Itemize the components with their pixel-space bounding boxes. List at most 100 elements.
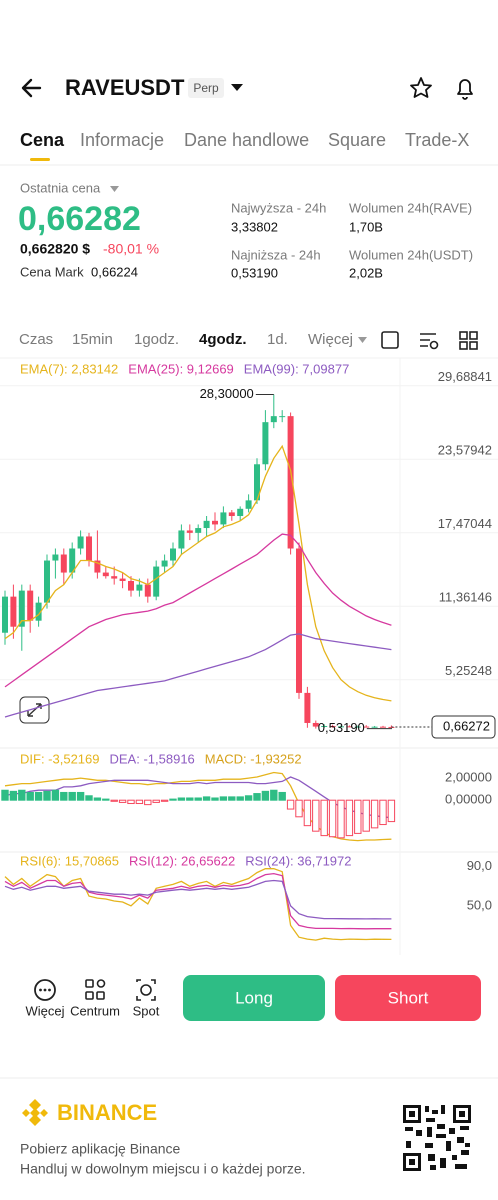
tab[interactable]: Informacje [80, 130, 164, 150]
histogram-bar [337, 799, 345, 839]
last-price-box [431, 715, 496, 739]
tab[interactable]: Square [328, 130, 386, 150]
candle-body [346, 726, 353, 728]
indicator-line [4, 633, 392, 718]
histogram-bar [303, 799, 312, 827]
legend-entry: DIF: -3,52169 [20, 751, 100, 766]
indicator-line [4, 776, 392, 819]
candle-body [52, 554, 59, 561]
candle-body [178, 530, 185, 549]
tab[interactable]: Dane handlowe [184, 130, 309, 150]
histogram-bar [379, 799, 387, 826]
long-label[interactable]: Long [235, 988, 273, 1007]
interval[interactable]: 1godz. [134, 331, 179, 348]
action-label[interactable]: Spot [133, 1003, 160, 1018]
candle-body [203, 520, 210, 529]
interval[interactable]: 1d. [267, 331, 288, 348]
symbol-dropdown[interactable] [231, 84, 243, 91]
stat-label: Wolumen 24h(USDT) [349, 247, 473, 262]
symbol: RAVEUSDT [65, 75, 185, 100]
candle-body [94, 560, 101, 573]
histogram-bar [51, 789, 60, 801]
tab[interactable]: Trade-X [405, 130, 469, 150]
candle-body [245, 500, 252, 509]
candle-body [296, 548, 302, 693]
interval[interactable]: Czas [19, 331, 53, 348]
favorite-icon[interactable] [410, 77, 432, 98]
tool-icon[interactable] [459, 331, 468, 340]
long-button[interactable] [183, 975, 325, 1021]
histogram-bar [362, 799, 370, 832]
stat-value: 1,70B [349, 219, 383, 234]
y-tick-label: 29,68841 [438, 369, 492, 384]
histogram-bar [152, 799, 160, 803]
tool-icon[interactable] [420, 333, 436, 347]
last-price: 0,66282 [18, 200, 141, 238]
histogram-bar [93, 797, 102, 801]
more-icon[interactable] [34, 979, 56, 1001]
candle-body [86, 536, 92, 561]
histogram-bar [60, 791, 68, 801]
candle-body [186, 530, 193, 533]
back-button[interactable] [21, 78, 42, 98]
histogram-bar [253, 793, 261, 801]
candle-body [136, 584, 143, 591]
short-button[interactable] [335, 975, 481, 1021]
short-label[interactable]: Short [388, 988, 429, 1007]
histogram-bar [244, 795, 253, 801]
charts: 29,68841 23,57942 17,47044 11,36146 5,25248 E… [0, 361, 498, 941]
histogram-bar [110, 799, 118, 802]
tab[interactable]: Cena [20, 130, 65, 150]
badge-bg [188, 78, 224, 98]
action-label[interactable]: Więcej [25, 1003, 64, 1018]
candle-body [77, 536, 84, 549]
candle-body [10, 596, 17, 627]
histogram-bar [228, 796, 236, 801]
histogram-bar [345, 799, 354, 837]
tab-indicator [30, 158, 50, 161]
candle-body [254, 464, 260, 501]
histogram-bar [102, 798, 110, 801]
tool-icon[interactable] [381, 331, 399, 349]
footer-text: Handluj w dowolnym miejscu i o każdej po… [20, 1161, 306, 1177]
histogram-bar [387, 799, 396, 823]
legend-entry: RSI(24): 36,71972 [245, 853, 351, 868]
y-tick-label: 23,57942 [438, 443, 492, 458]
histogram-bar [261, 790, 270, 801]
histogram-bar [85, 795, 93, 801]
histogram-bar [177, 797, 186, 801]
stat-label: Najwyższa - 24h [231, 200, 326, 215]
candle-body [220, 512, 227, 525]
dropdown[interactable] [110, 186, 119, 192]
interval[interactable]: Więcej [308, 331, 353, 348]
candle-body [287, 416, 294, 549]
stat-value: 0,53190 [231, 265, 278, 280]
indicator-line [4, 872, 392, 930]
candle-body [270, 416, 277, 423]
dropdown[interactable] [358, 337, 367, 343]
interval[interactable]: 15min [72, 331, 113, 348]
histogram-bar [286, 799, 295, 810]
center-icon[interactable] [85, 979, 106, 1000]
y-tick-label: 90,0 [467, 858, 492, 873]
binance-logo [22, 1099, 48, 1126]
expand-icon [27, 703, 42, 717]
mark-price-label: Cena Mark [20, 264, 84, 279]
candle-body [279, 416, 286, 418]
candle-body [237, 508, 244, 517]
histogram-bar [34, 791, 43, 801]
notification-icon[interactable] [457, 79, 473, 100]
interval[interactable]: 4godz. [199, 331, 247, 348]
histogram-bar [68, 791, 76, 801]
y-tick-label: 17,47044 [438, 516, 492, 531]
tool-icon[interactable] [429, 340, 439, 350]
candle-body [102, 572, 109, 577]
low-annotation: 0,53190 [318, 720, 365, 735]
qr-code [403, 1105, 471, 1171]
action-label[interactable]: Centrum [70, 1003, 120, 1018]
histogram-bar [144, 799, 152, 806]
histogram-bar [127, 799, 135, 805]
histogram-bar [1, 789, 9, 801]
spot-icon[interactable] [136, 979, 156, 1001]
